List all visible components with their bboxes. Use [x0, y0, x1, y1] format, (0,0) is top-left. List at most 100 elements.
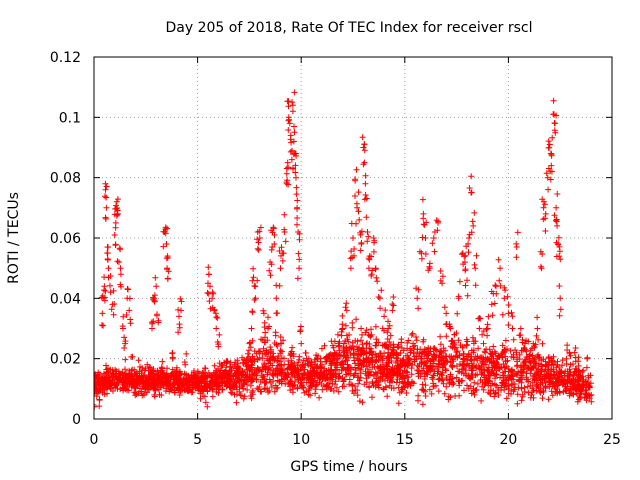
band-point: [557, 369, 564, 376]
roti-point: [575, 381, 582, 388]
roti-point: [296, 265, 303, 272]
band-point: [440, 380, 447, 387]
roti-point: [114, 196, 121, 203]
band-point: [484, 332, 491, 339]
roti-point: [205, 271, 212, 278]
band-point: [114, 376, 121, 383]
band-point: [469, 371, 476, 377]
roti-point: [389, 307, 396, 314]
roti-point: [115, 259, 122, 266]
roti-point: [102, 214, 109, 221]
roti-point: [287, 148, 294, 155]
roti-point: [504, 293, 511, 300]
roti-point: [267, 272, 274, 279]
band-point: [174, 375, 181, 382]
band-point: [211, 362, 218, 369]
band-point: [405, 337, 412, 344]
roti-point: [353, 220, 359, 227]
band-point: [544, 362, 551, 369]
band-point: [372, 379, 379, 386]
roti-point: [477, 315, 484, 322]
band-point: [533, 387, 540, 394]
roti-point: [169, 350, 176, 357]
band-point: [535, 351, 542, 358]
band-point: [443, 353, 450, 360]
roti-point: [288, 139, 295, 146]
band-point: [440, 345, 447, 352]
band-point: [270, 350, 277, 357]
band-point: [376, 365, 383, 372]
roti-point: [413, 285, 420, 292]
band-point: [539, 395, 546, 402]
band-point: [288, 357, 295, 364]
band-point: [119, 372, 126, 379]
band-point: [418, 355, 425, 362]
band-point: [202, 365, 209, 372]
roti-point: [185, 374, 192, 381]
band-point: [464, 362, 471, 368]
band-point: [207, 384, 214, 391]
band-point: [257, 378, 264, 385]
band-point: [578, 389, 585, 395]
band-point: [350, 354, 357, 361]
band-point: [253, 350, 260, 357]
roti-point: [244, 371, 251, 378]
band-point: [123, 370, 130, 377]
band-point: [360, 357, 367, 364]
roti-point: [385, 318, 391, 325]
band-point: [425, 350, 432, 357]
roti-point: [505, 310, 512, 317]
roti-point: [204, 289, 211, 296]
band-point: [269, 370, 276, 377]
band-point: [350, 346, 357, 353]
band-point: [449, 362, 456, 369]
roti-point: [416, 248, 423, 255]
band-point: [430, 358, 437, 364]
roti-point: [332, 367, 339, 374]
band-point: [470, 340, 477, 347]
roti-point: [551, 212, 558, 219]
band-point: [348, 381, 355, 388]
band-point: [529, 389, 536, 395]
band-point: [125, 387, 132, 394]
band-point: [569, 376, 576, 382]
roti-point: [462, 266, 469, 273]
roti-point: [454, 310, 461, 317]
roti-point: [209, 304, 216, 311]
band-point: [389, 346, 396, 353]
band-point: [403, 390, 410, 396]
roti-point: [342, 322, 349, 329]
band-point: [419, 367, 425, 374]
roti-point: [165, 268, 172, 275]
roti-point: [513, 240, 520, 247]
band-point: [277, 347, 284, 354]
band-point: [443, 383, 450, 390]
roti-point: [255, 239, 262, 246]
roti-point: [397, 370, 404, 377]
band-point: [439, 376, 446, 383]
band-point: [419, 381, 426, 388]
roti-point: [404, 359, 411, 365]
roti-point: [471, 209, 478, 216]
roti-point: [140, 382, 147, 389]
roti-point: [390, 294, 397, 300]
band-point: [504, 374, 511, 380]
band-point: [132, 392, 139, 399]
band-point: [385, 373, 392, 380]
roti-point: [371, 239, 377, 246]
band-point: [421, 376, 428, 382]
roti-point: [144, 379, 151, 386]
roti-point: [112, 219, 119, 226]
band-point: [329, 380, 336, 387]
band-point: [305, 391, 312, 398]
roti-point: [289, 99, 296, 106]
roti-point: [554, 222, 561, 229]
band-point: [368, 331, 375, 338]
roti-point: [271, 232, 278, 238]
band-point: [528, 391, 535, 398]
band-point: [495, 354, 502, 360]
roti-point: [292, 162, 299, 169]
band-point: [262, 329, 269, 336]
band-point: [470, 385, 477, 392]
band-point: [553, 380, 560, 387]
